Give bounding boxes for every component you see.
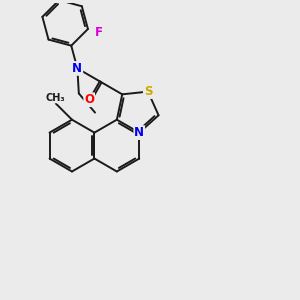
Text: F: F xyxy=(95,26,103,39)
Text: N: N xyxy=(72,62,82,75)
Text: S: S xyxy=(144,85,152,98)
Text: CH₃: CH₃ xyxy=(46,93,66,103)
Text: N: N xyxy=(134,126,144,139)
Text: O: O xyxy=(84,93,94,106)
